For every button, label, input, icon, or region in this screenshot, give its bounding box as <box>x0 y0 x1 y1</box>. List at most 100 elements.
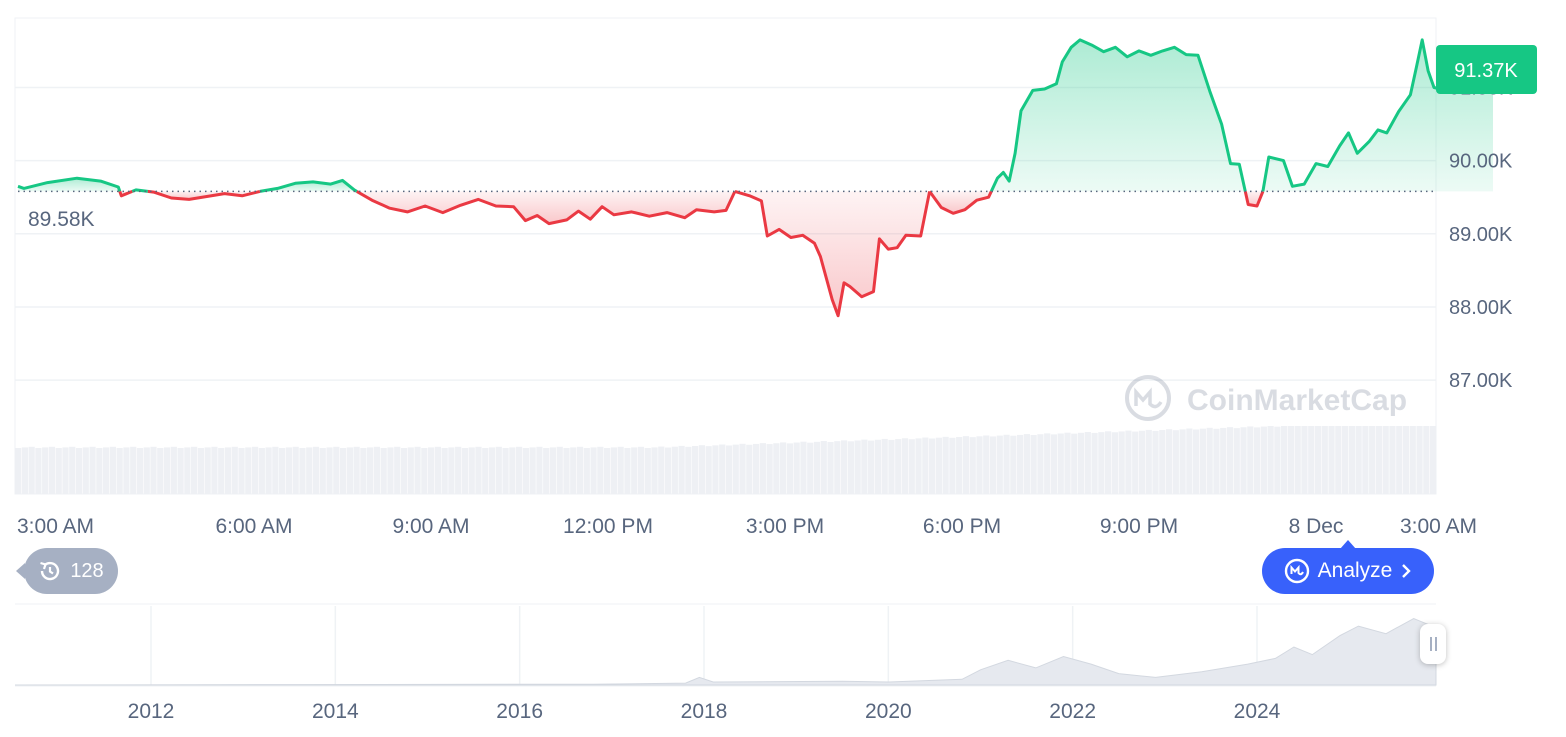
volume-bar <box>1274 426 1281 494</box>
volume-bar <box>339 448 347 494</box>
volume-bar <box>536 446 543 494</box>
volume-bar <box>664 447 672 494</box>
volume-bar <box>1017 434 1024 494</box>
volume-bar <box>976 436 983 494</box>
volume-bar <box>1023 434 1030 494</box>
volume-bar <box>908 439 915 494</box>
current-price-label: 91.37K <box>1454 60 1518 82</box>
history-badge[interactable]: 128 <box>16 548 118 594</box>
volume-bar <box>1240 427 1247 494</box>
price-line-up <box>259 178 358 193</box>
price-line-up <box>989 38 1247 193</box>
volume-bar <box>1362 426 1369 494</box>
navigator-handle[interactable] <box>1420 624 1446 664</box>
volume-bar <box>502 448 509 494</box>
navigator[interactable]: 2012 2014 2016 2018 2020 2022 2024 <box>14 603 1437 723</box>
handle-grip-icon <box>1434 637 1437 651</box>
y-tick-label: 90.00K <box>1449 151 1513 173</box>
volume-bar <box>780 442 787 494</box>
plot-frame <box>14 17 1437 495</box>
x-tick-label: 3:00 AM <box>1400 515 1477 538</box>
volume-bar <box>15 448 22 494</box>
volume-bar <box>89 446 96 494</box>
price-line-down <box>928 190 993 215</box>
volume-bar <box>204 447 211 494</box>
x-tick-label: 8 Dec <box>1289 515 1344 538</box>
volume-bar <box>983 435 990 494</box>
x-tick-label: 9:00 AM <box>392 515 469 538</box>
volume-bar <box>292 446 299 494</box>
volume-bar <box>556 446 563 494</box>
volume-bar <box>326 447 333 494</box>
volume-bar <box>759 443 766 494</box>
volume-bars <box>15 426 1437 494</box>
volume-bar <box>1186 428 1193 494</box>
volume-bar <box>1044 433 1051 494</box>
volume-bar <box>773 443 780 494</box>
volume-bar <box>820 441 827 494</box>
volume-bar <box>996 435 1003 494</box>
volume-bar <box>1145 429 1152 494</box>
volume-bar <box>96 448 103 494</box>
volume-bar <box>827 441 834 494</box>
volume-bar <box>1247 426 1254 494</box>
volume-bar <box>610 447 617 494</box>
volume-bar <box>651 447 658 494</box>
volume-bar <box>840 440 848 494</box>
x-tick-label: 6:00 AM <box>215 515 292 538</box>
volume-bar <box>1030 435 1037 494</box>
volume-bar <box>1321 426 1328 494</box>
volume-bar <box>421 448 428 494</box>
volume-bar <box>184 447 191 494</box>
price-line-down <box>118 190 133 198</box>
history-count: 128 <box>70 559 104 582</box>
x-tick-label: 9:00 PM <box>1100 515 1178 538</box>
volume-bar <box>624 448 631 494</box>
price-line-up <box>17 176 122 192</box>
volume-bar <box>570 447 577 494</box>
volume-bar <box>868 440 875 494</box>
volume-bar <box>969 437 976 494</box>
volume-bar <box>211 446 218 494</box>
analyze-button[interactable]: Analyze <box>1262 540 1434 594</box>
watermark: CoinMarketCap <box>1125 375 1407 421</box>
price-area <box>18 39 1493 316</box>
volume-bar <box>21 447 28 494</box>
volume-bar <box>346 447 353 494</box>
volume-bar <box>1057 433 1064 494</box>
navigator-history-area <box>14 617 1437 686</box>
volume-bar <box>197 448 204 494</box>
volume-bar <box>901 438 909 494</box>
volume-bar <box>1409 426 1416 494</box>
navigator-tick-label: 2020 <box>865 700 912 723</box>
volume-bar <box>1301 426 1308 494</box>
baseline-label-bg <box>24 204 106 232</box>
volume-bar <box>1220 427 1227 494</box>
volume-bar <box>1071 433 1078 494</box>
volume-bar <box>414 446 421 494</box>
volume-bar <box>1199 428 1207 494</box>
volume-bar <box>1077 432 1085 494</box>
volume-bar <box>1281 426 1288 494</box>
volume-bar <box>475 446 482 494</box>
volume-bar <box>895 439 902 494</box>
volume-bar <box>468 447 475 494</box>
volume-bar <box>752 443 760 494</box>
volume-bar <box>163 447 171 494</box>
volume-bar <box>935 437 942 494</box>
volume-bar <box>400 448 408 494</box>
volume-bar <box>1341 426 1349 494</box>
volume-bar <box>807 442 814 494</box>
navigator-grid <box>150 606 1258 686</box>
area-below-baseline <box>734 191 930 316</box>
area-above-baseline <box>991 39 1246 192</box>
area-above-baseline <box>1262 39 1493 192</box>
volume-bar <box>258 448 265 494</box>
volume-bar <box>28 446 35 494</box>
volume-bar <box>1159 430 1166 494</box>
volume-bar <box>962 436 970 494</box>
volume-bar <box>516 446 523 494</box>
volume-bar <box>509 447 516 494</box>
volume-bar <box>847 441 854 494</box>
